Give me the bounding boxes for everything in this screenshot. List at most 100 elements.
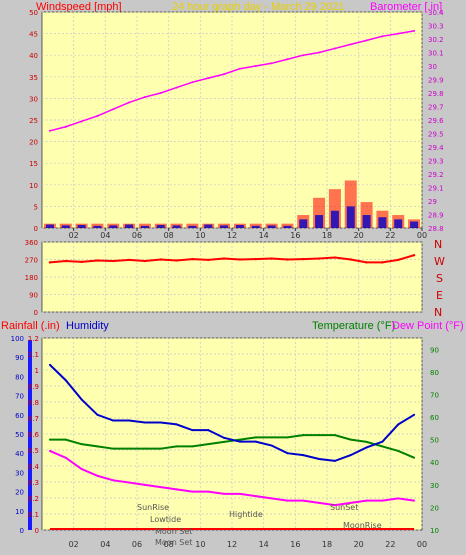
temperature-point (112, 447, 115, 450)
direction-point (412, 254, 416, 257)
humidity-point (318, 457, 321, 460)
dewpoint-point (270, 497, 273, 500)
humidity-y-tick: 50 (15, 431, 24, 439)
direction-point (365, 261, 368, 264)
humidity-y-tick: 20 (15, 489, 24, 497)
temperature-point (270, 436, 273, 439)
event-sunset: SunSet (330, 503, 358, 512)
barometer-point (80, 120, 83, 123)
wind-bar (109, 225, 118, 228)
direction-y-tick: 180 (25, 274, 38, 282)
x-tick-label: 04 (100, 231, 110, 240)
direction-point (222, 257, 226, 260)
direction-point (64, 259, 67, 263)
temp-y-tick: 70 (430, 391, 439, 399)
direction-point (397, 258, 400, 262)
x-tick-label: 02 (69, 231, 79, 240)
direction-point (349, 258, 352, 261)
compass-e: E (436, 289, 443, 302)
baro-y-tick: 29.9 (428, 77, 444, 85)
temp-y-tick: 30 (430, 482, 439, 490)
x-tick-label-bottom: 04 (100, 540, 110, 549)
x-tick-label-bottom: 18 (322, 540, 332, 549)
baro-y-tick: 30 (428, 63, 437, 71)
rain-y-tick: 1.2 (28, 335, 39, 343)
direction-y-tick: 0 (34, 309, 38, 317)
barometer-line (49, 30, 415, 132)
wind-bar (77, 224, 86, 228)
direction-point (80, 260, 83, 264)
wind-bar (251, 225, 260, 228)
barometer-point (143, 96, 146, 99)
baro-y-tick: 30.1 (428, 50, 444, 58)
temperature-point (207, 443, 210, 446)
wind-y-tick: 40 (29, 52, 38, 60)
wind-y-tick: 15 (29, 160, 38, 168)
humidity-point (270, 444, 273, 447)
rain-y-tick: 0.2 (28, 495, 39, 503)
barometer-point (112, 108, 115, 111)
rain-y-tick: 0.1 (28, 511, 39, 519)
humidity-line (49, 364, 415, 462)
dewpoint-point (159, 486, 162, 489)
temperature-point (413, 456, 416, 459)
dewpoint-point (80, 468, 83, 471)
dewpoint-point (318, 501, 321, 504)
rain-y-tick: 0.5 (28, 447, 39, 455)
barometer-point (349, 43, 352, 46)
event-moonrise: MoonRise (343, 521, 382, 530)
humidity-y-tick: 80 (15, 373, 24, 381)
humidity-point (381, 440, 384, 443)
humidity-point (64, 379, 67, 382)
temperature-point (302, 434, 305, 437)
direction-point (254, 257, 257, 261)
barometer-point (254, 65, 257, 67)
direction-point (127, 258, 131, 262)
temperature-point (143, 447, 146, 450)
wind-bar (140, 225, 149, 228)
x-tick-label-bottom: 00 (417, 540, 427, 549)
direction-y-tick: 90 (29, 292, 38, 300)
temperature-point (238, 438, 241, 441)
humidity-y-tick: 40 (15, 450, 24, 458)
dewpoint-line (49, 450, 415, 507)
rain-y-tick: 0.3 (28, 479, 39, 487)
compass-n-top: N (434, 238, 442, 251)
x-tick-label-bottom: 12 (227, 540, 237, 549)
dewpoint-point (96, 474, 99, 477)
humidity-point (112, 419, 115, 422)
wind-bar (235, 224, 244, 228)
temperature-point (349, 438, 352, 441)
wind-bar (125, 224, 134, 228)
barometer-axis-label: Barometer [.in] (370, 1, 443, 13)
temperature-point (48, 438, 51, 441)
x-tick-label-bottom: 10 (195, 540, 205, 549)
direction-point (317, 257, 321, 260)
direction-point (286, 258, 289, 261)
wind-bar (93, 225, 102, 228)
x-tick-label: 16 (290, 231, 300, 240)
temp-y-tick: 20 (430, 504, 439, 512)
barometer-point (286, 58, 289, 61)
x-tick-label: 06 (132, 231, 142, 240)
barometer-point (159, 92, 162, 94)
wind-bar (283, 225, 292, 228)
baro-y-tick: 28.9 (428, 212, 444, 220)
direction-point (333, 256, 337, 259)
temperature-point (318, 434, 321, 437)
wind-bar (45, 224, 54, 228)
direction-point (96, 259, 99, 262)
wind-y-tick: 0 (34, 225, 38, 233)
dewpoint-point (397, 497, 400, 500)
humidity-axis-label: Humidity (66, 320, 109, 332)
rain-y-tick: 0.7 (28, 415, 39, 423)
humidity-point (96, 413, 99, 416)
wind-bar (330, 210, 339, 228)
baro-y-tick: 29.7 (428, 104, 444, 112)
x-tick-label: 08 (164, 231, 174, 240)
wind-bar (267, 225, 276, 228)
baro-y-tick: 30.4 (428, 9, 444, 17)
temp-y-tick: 60 (430, 414, 439, 422)
wind-bar (315, 215, 324, 228)
x-tick-label: 12 (227, 231, 237, 240)
